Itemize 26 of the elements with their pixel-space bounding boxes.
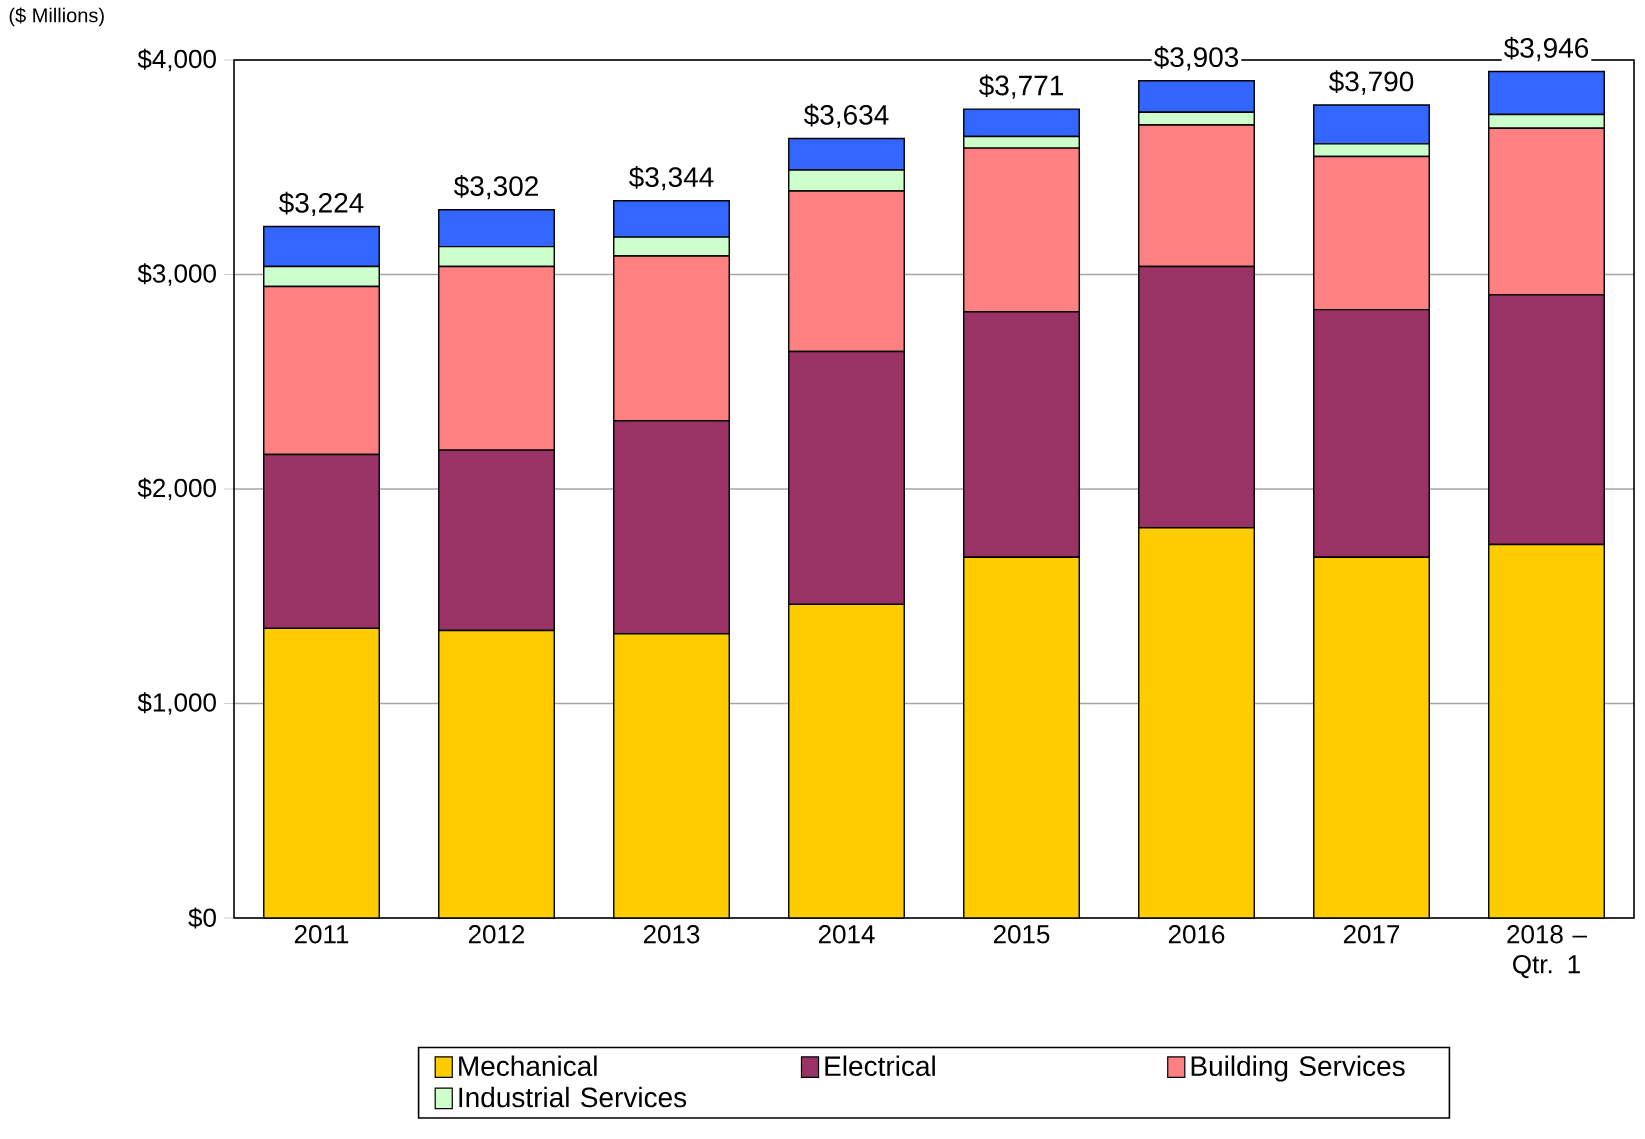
- y-tick-label: $0: [188, 907, 216, 929]
- x-tick-label: 2011: [294, 925, 349, 944]
- y-tick-label: $1,000: [137, 692, 216, 715]
- x-tick-label: 2013: [643, 925, 700, 944]
- x-tick-label: 2012: [468, 925, 525, 944]
- total-label: $3,302: [454, 174, 538, 200]
- x-tick-label: 2015: [993, 925, 1050, 944]
- total-label: $3,903: [1154, 46, 1239, 71]
- x-tick-label: 2016: [1168, 925, 1225, 944]
- y-axis-title: ($ Millions): [9, 7, 104, 27]
- total-label: $3,344: [629, 165, 714, 191]
- total-label: $3,771: [979, 74, 1063, 99]
- legend-label: Electrical: [825, 1055, 935, 1077]
- total-label: $3,224: [279, 191, 364, 217]
- total-label: $3,634: [804, 103, 889, 129]
- total-label: $3,790: [1329, 70, 1414, 95]
- legend-label: Building Services: [1191, 1055, 1405, 1082]
- x-tick-label: 2014: [818, 925, 875, 944]
- x-tick-label: 2018 – Qtr. 1: [1507, 925, 1587, 979]
- legend-label: Mechanical: [459, 1055, 597, 1077]
- y-tick-label: $4,000: [137, 48, 216, 72]
- y-tick-label: $3,000: [137, 263, 216, 286]
- legend-label: Industrial Services: [459, 1086, 687, 1108]
- total-label: $3,946: [1504, 36, 1589, 62]
- y-tick-label: $2,000: [137, 477, 216, 501]
- x-tick-label: 2017: [1343, 925, 1400, 944]
